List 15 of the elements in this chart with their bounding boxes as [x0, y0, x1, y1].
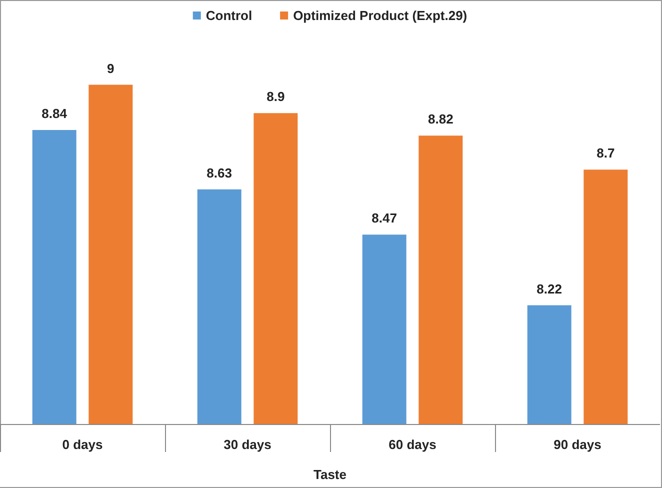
data-label: 8.84 [42, 106, 68, 122]
data-label: 9 [107, 60, 114, 76]
data-label: 8.82 [428, 112, 454, 127]
x-tick-label: 30 days [224, 437, 272, 452]
x-axis-title: Taste [314, 467, 346, 482]
data-label: 8.9 [266, 89, 285, 104]
data-label: 8.22 [536, 281, 562, 296]
x-tick-label: 60 days [388, 437, 436, 452]
x-tick-label: 0 days [62, 437, 103, 452]
data-label: 8.7 [596, 146, 615, 161]
legend-label: Optimized Product (Expt.29) [293, 8, 468, 23]
x-tick-label: 90 days [554, 437, 602, 452]
data-label: 8.47 [372, 210, 397, 226]
legend-label: Control [206, 8, 252, 23]
data-label: 8.63 [206, 165, 232, 180]
